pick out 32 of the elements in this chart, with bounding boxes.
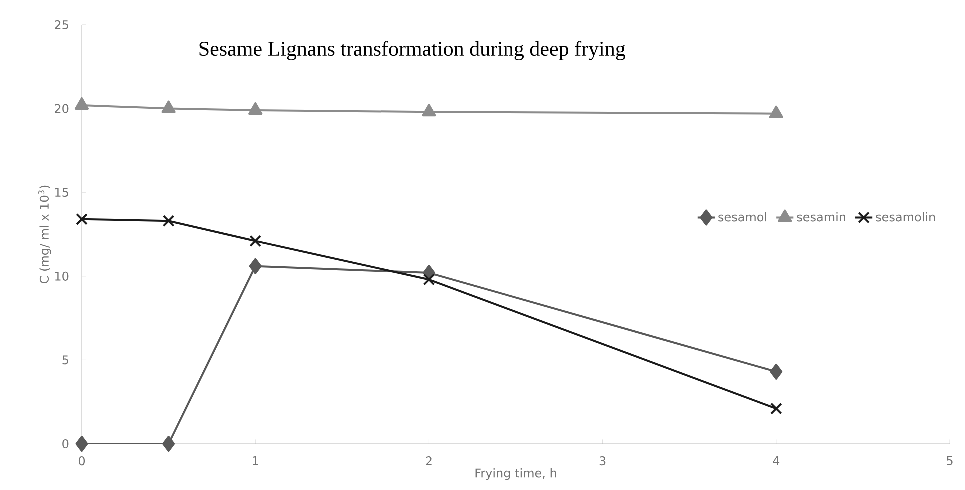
point	[770, 364, 783, 380]
x-axis-title: Frying time, h	[476, 468, 556, 480]
y-axis-title: C (mg/ ml x 10$^{3}$)	[38, 186, 52, 284]
point	[422, 104, 436, 117]
text: Sesame Lignans transformation during deep frying	[200, 41, 626, 60]
y-tick-label: 20	[55, 104, 69, 114]
point	[248, 102, 263, 115]
point	[249, 258, 262, 274]
legend-label: sesamol	[718, 212, 766, 222]
y-tick-label: 0	[62, 439, 69, 449]
y-tick-label: 15	[56, 188, 68, 198]
point	[76, 213, 88, 226]
y-tick-label: 5	[62, 356, 68, 365]
point	[770, 402, 782, 415]
point	[74, 97, 90, 110]
x-tick-label: 1	[253, 456, 258, 466]
point	[423, 274, 436, 286]
point	[769, 106, 784, 118]
x-tick-label: 3	[600, 456, 606, 466]
x-tick-label: 4	[773, 456, 780, 466]
point	[162, 100, 176, 114]
point	[250, 235, 262, 248]
legend-label: sesamin	[797, 212, 846, 222]
y-tick-label: 25	[55, 20, 68, 30]
x-tick-label: 0	[78, 456, 86, 466]
y-tick-label: 10	[56, 272, 69, 281]
legend-label: sesamolin	[876, 212, 936, 222]
point	[162, 436, 176, 452]
x-tick-label: 2	[426, 456, 432, 466]
point	[76, 436, 88, 452]
point	[162, 215, 175, 228]
x-tick-label: 5	[947, 456, 953, 466]
